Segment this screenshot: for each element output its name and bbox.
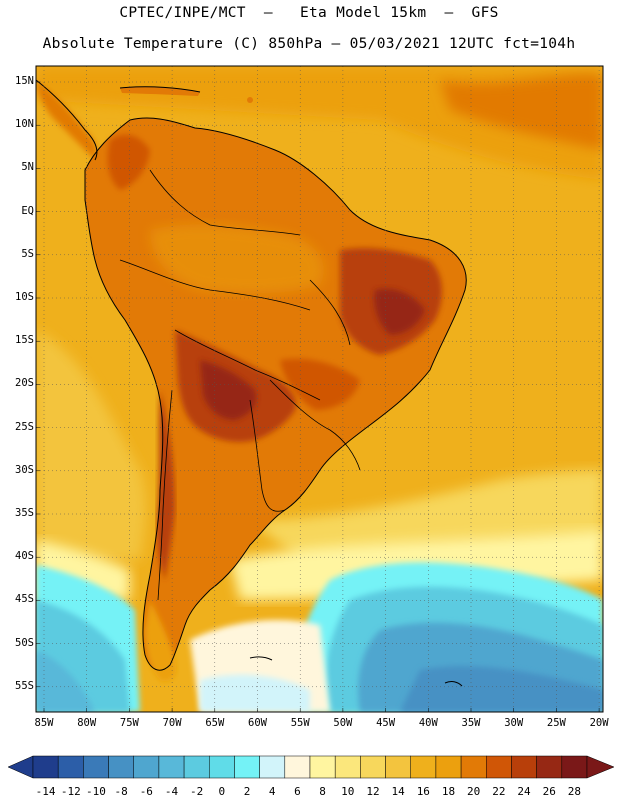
lon-label: 80W <box>77 717 97 729</box>
lat-label: 10S <box>15 291 34 303</box>
colorbar-label: -4 <box>164 785 179 798</box>
lon-label: 40W <box>418 717 438 729</box>
lon-label: 85W <box>34 717 54 729</box>
lat-label: 10N <box>15 118 34 131</box>
colorbar-swatch <box>460 755 487 779</box>
colorbar-swatch <box>309 755 336 779</box>
colorbar-label: 8 <box>319 785 326 798</box>
colorbar-label: -12 <box>60 785 81 798</box>
colorbar-label: -8 <box>114 785 128 798</box>
colorbar-label: 16 <box>416 785 430 798</box>
lon-label: 60W <box>248 717 267 729</box>
colorbar-swatch <box>83 755 109 779</box>
colorbar-min-arrow <box>7 755 34 779</box>
colorbar-label: 26 <box>542 785 556 798</box>
lon-label: 35W <box>461 717 481 729</box>
grid-lines <box>36 66 603 712</box>
lon-label: 55W <box>290 717 310 729</box>
lat-label: 15S <box>15 334 34 347</box>
map-title-line1: CPTEC/INPE/MCT – Eta Model 15km – GFS <box>119 5 499 21</box>
colorbar-label: 18 <box>441 785 456 798</box>
lat-label: 40S <box>15 550 34 563</box>
colorbar-swatch <box>410 755 437 779</box>
lat-label: 25S <box>15 420 34 433</box>
colorbar-label: 6 <box>294 785 301 798</box>
coastlines <box>36 79 467 687</box>
colorbar-swatch <box>536 755 563 779</box>
lat-label: 35S <box>15 507 34 519</box>
map-frame <box>35 65 604 713</box>
colorbar-swatch <box>108 755 134 779</box>
colorbar-swatch <box>158 755 185 779</box>
colorbar-swatch <box>32 755 59 779</box>
lat-label: 30S <box>15 463 34 476</box>
colorbar-label: -2 <box>190 785 204 798</box>
colorbar-swatch <box>385 755 411 779</box>
colorbar-swatch <box>360 755 386 779</box>
colorbar-label: -6 <box>139 785 153 798</box>
colorbar-swatch <box>183 755 210 779</box>
lat-label: 5N <box>21 161 34 174</box>
colorbar-swatch <box>511 755 537 779</box>
map-title-line2: Absolute Temperature (C) 850hPa – 05/03/… <box>42 36 576 52</box>
colorbar-label: -10 <box>86 785 106 798</box>
colorbar-swatch <box>57 755 84 779</box>
colorbar-label: -14 <box>35 785 56 798</box>
lon-label: 75W <box>119 717 139 729</box>
colorbar-swatch <box>486 755 512 779</box>
lat-label: EQ <box>21 204 34 217</box>
colorbar-label: 2 <box>243 785 251 798</box>
lat-label: 50S <box>15 636 34 649</box>
colorbar-label: 20 <box>467 785 481 798</box>
colorbar-swatch <box>561 755 588 779</box>
colorbar-label: 12 <box>366 785 380 798</box>
colorbar-label: 0 <box>218 785 226 798</box>
lon-label: 30W <box>504 717 524 729</box>
colorbar-swatch <box>259 755 286 779</box>
lat-label: 45S <box>15 593 34 606</box>
temperature-field <box>36 66 603 712</box>
colorbar-swatch <box>284 755 311 779</box>
lon-label: 65W <box>205 717 225 729</box>
colorbar-swatch <box>133 755 160 779</box>
lat-label: 15N <box>15 75 34 87</box>
lon-label: 50W <box>333 717 353 729</box>
colorbar-label: 28 <box>567 785 582 798</box>
colorbar-label: 14 <box>391 785 405 798</box>
lat-label: 20S <box>15 377 34 390</box>
colorbar-swatch <box>209 755 235 779</box>
colorbar-label: 22 <box>492 785 506 798</box>
lon-label: 20W <box>589 717 609 729</box>
colorbar-swatch <box>334 755 361 779</box>
colorbar-label: 10 <box>341 785 355 798</box>
colorbar-label: 24 <box>517 785 531 798</box>
lon-label: 45W <box>376 717 396 729</box>
colorbar-label: 4 <box>268 785 276 798</box>
colorbar <box>7 755 615 779</box>
lon-label: 70W <box>162 717 182 729</box>
colorbar-max-arrow <box>586 755 615 779</box>
lat-label: 55S <box>15 679 34 692</box>
lat-label: 5S <box>21 247 34 260</box>
colorbar-swatch <box>435 755 462 779</box>
lon-label: 25W <box>546 717 566 729</box>
colorbar-swatch <box>234 755 260 779</box>
